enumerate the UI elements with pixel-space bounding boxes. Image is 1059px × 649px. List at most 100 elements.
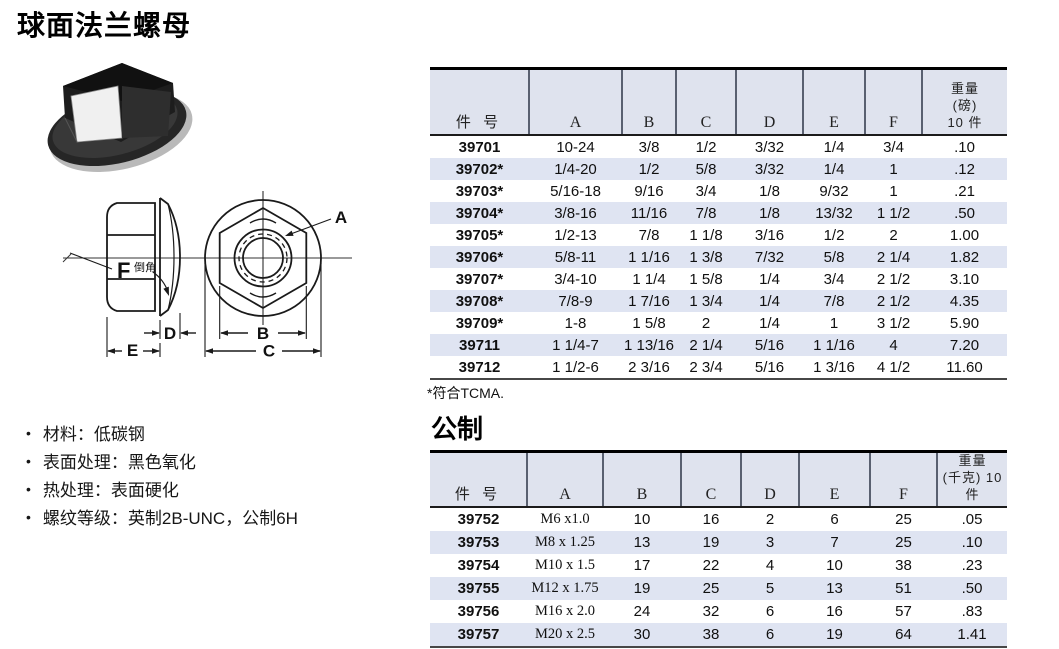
- part-number-cell: 39709*: [455, 314, 504, 332]
- value-cell: 30: [633, 625, 651, 643]
- part-number-cell: 39755: [457, 579, 500, 597]
- table-row: 39757 M20 x 2.5 30 38 6 19 64 1.41: [430, 622, 1007, 647]
- table-row: 39708* 7/8-9 1 7/16 1 3/4 1/4 7/8 2 1/2 4.35: [430, 290, 1007, 312]
- col-header-dim-d: D: [741, 451, 800, 508]
- col-header-part-number: 件 号: [430, 68, 530, 136]
- value-cell: 5/16: [754, 358, 785, 376]
- value-cell: M16 x 2.0: [534, 602, 596, 619]
- value-cell: 9/16: [634, 182, 664, 200]
- table-row: 39754 M10 x 1.5 17 22 4 10 38 .23: [430, 554, 1007, 577]
- col-header-dim-f: F: [870, 451, 938, 508]
- value-cell: 16: [702, 510, 720, 528]
- value-cell: 13/32: [815, 204, 853, 222]
- value-cell: 3/8: [638, 138, 660, 156]
- value-cell: 3/16: [754, 226, 785, 244]
- spec-item-material: 材料：低碳钢: [26, 421, 298, 449]
- table-row: 39755 M12 x 1.75 19 25 5 13 51 .50: [430, 576, 1007, 600]
- col-header-dim-b: B: [622, 68, 677, 136]
- part-number-cell: 39711: [459, 336, 500, 354]
- value-cell: .10: [954, 138, 975, 156]
- part-number-cell: 39705*: [455, 226, 504, 244]
- part-number-cell: 39702*: [455, 160, 504, 178]
- value-cell: 6: [765, 602, 775, 620]
- value-cell: 2: [765, 510, 775, 528]
- value-cell: M10 x 1.5: [534, 556, 596, 573]
- side-view: [69, 197, 196, 357]
- part-number-cell: 39701: [458, 138, 501, 156]
- table-row: 39752 M6 x1.0 10 16 2 6 25 .05: [430, 507, 1007, 531]
- col-header-part-number: 件 号: [430, 451, 528, 508]
- value-cell: 38: [702, 625, 720, 643]
- value-cell: .12: [954, 160, 975, 178]
- table-row: 39711 1 1/4-7 1 13/16 2 1/4 5/16 1 1/16 4 7.20: [430, 334, 1007, 356]
- value-cell: 1: [889, 182, 898, 200]
- value-cell: 5: [765, 579, 775, 597]
- dim-label-b: B: [257, 324, 269, 343]
- value-cell: 1/4: [823, 160, 845, 178]
- value-cell: 1/4-20: [554, 160, 597, 178]
- col-header-dim-a: A: [529, 68, 623, 136]
- value-cell: 1 1/4: [632, 270, 666, 288]
- value-cell: 57: [895, 602, 912, 620]
- value-cell: 1.82: [949, 248, 980, 266]
- table-row: 39756 M16 x 2.0 24 32 6 16 57 .83: [430, 600, 1007, 623]
- front-view: [204, 191, 332, 357]
- value-cell: 3/32: [754, 160, 785, 178]
- value-cell: 1/2: [638, 160, 660, 178]
- chamfer-label: 倒角: [134, 261, 156, 274]
- value-cell: 5/8: [695, 160, 717, 178]
- value-cell: .50: [961, 579, 983, 597]
- col-header-dim-c: C: [681, 451, 742, 508]
- col-header-weight: 重量 (千克) 10 件: [937, 451, 1007, 508]
- value-cell: 1 5/8: [689, 270, 723, 288]
- col-header-dim-f: F: [865, 68, 923, 136]
- value-cell: 1 1/4-7: [552, 336, 599, 354]
- value-cell: .23: [961, 556, 983, 574]
- value-cell: 1/2: [823, 226, 845, 244]
- value-cell: 1 5/8: [632, 314, 666, 332]
- value-cell: 2 1/2: [876, 270, 911, 288]
- value-cell: 7.20: [949, 336, 980, 354]
- value-cell: 3 1/2: [876, 314, 911, 332]
- dim-label-c: C: [263, 342, 275, 361]
- value-cell: 1/4: [759, 270, 780, 288]
- value-cell: 3/4-10: [554, 270, 597, 288]
- value-cell: 64: [895, 625, 912, 643]
- value-cell: 4.35: [949, 292, 980, 310]
- value-cell: 1 3/16: [813, 358, 855, 376]
- value-cell: 2 3/16: [628, 358, 670, 376]
- value-cell: 5/8: [823, 248, 845, 266]
- value-cell: 3/32: [754, 138, 785, 156]
- imperial-size-table: 件 号 A B C D E F 重量 (磅) 10 件 39701 10-24 3/8 1/2 3/32 1/…: [430, 67, 1007, 380]
- part-number-cell: 39712: [458, 358, 501, 376]
- col-header-dim-c: C: [676, 68, 737, 136]
- value-cell: 1 1/2-6: [552, 358, 599, 376]
- value-cell: 3: [765, 533, 775, 551]
- value-cell: 1/4: [759, 292, 780, 310]
- part-number-cell: 39708*: [455, 292, 504, 310]
- value-cell: 13: [826, 579, 843, 597]
- part-number-cell: 39704*: [455, 204, 504, 222]
- value-cell: 7/8-9: [558, 292, 593, 310]
- value-cell: 19: [826, 625, 843, 643]
- dim-label-d: D: [164, 324, 176, 343]
- part-number-cell: 39756: [457, 602, 500, 620]
- dim-label-e: E: [127, 341, 138, 360]
- value-cell: 1/2-13: [554, 226, 597, 244]
- metric-table-container: 件 号 A B C D E F 重量 (千克) 10 件 39752 M6 x1.0 10 16 2 6 25…: [430, 450, 1007, 648]
- value-cell: .05: [961, 510, 983, 528]
- product-photo: [47, 63, 193, 173]
- value-cell: 9/32: [819, 182, 849, 200]
- value-cell: 7: [830, 533, 839, 551]
- part-number-cell: 39754: [457, 556, 500, 574]
- value-cell: 5/8-11: [554, 248, 597, 266]
- table-row: 39703* 5/16-18 9/16 3/4 1/8 9/32 1 .21: [430, 180, 1007, 202]
- value-cell: 25: [702, 579, 720, 597]
- value-cell: 4 1/2: [876, 358, 911, 376]
- part-number-cell: 39753: [457, 533, 500, 551]
- table-row: 39712 1 1/2-6 2 3/16 2 3/4 5/16 1 3/16 4 1/2 11…: [430, 356, 1007, 379]
- value-cell: 1 1/16: [628, 248, 670, 266]
- value-cell: 1 3/4: [689, 292, 723, 310]
- spec-item-thread: 螺纹等级：英制2B-UNC，公制6H: [26, 505, 298, 533]
